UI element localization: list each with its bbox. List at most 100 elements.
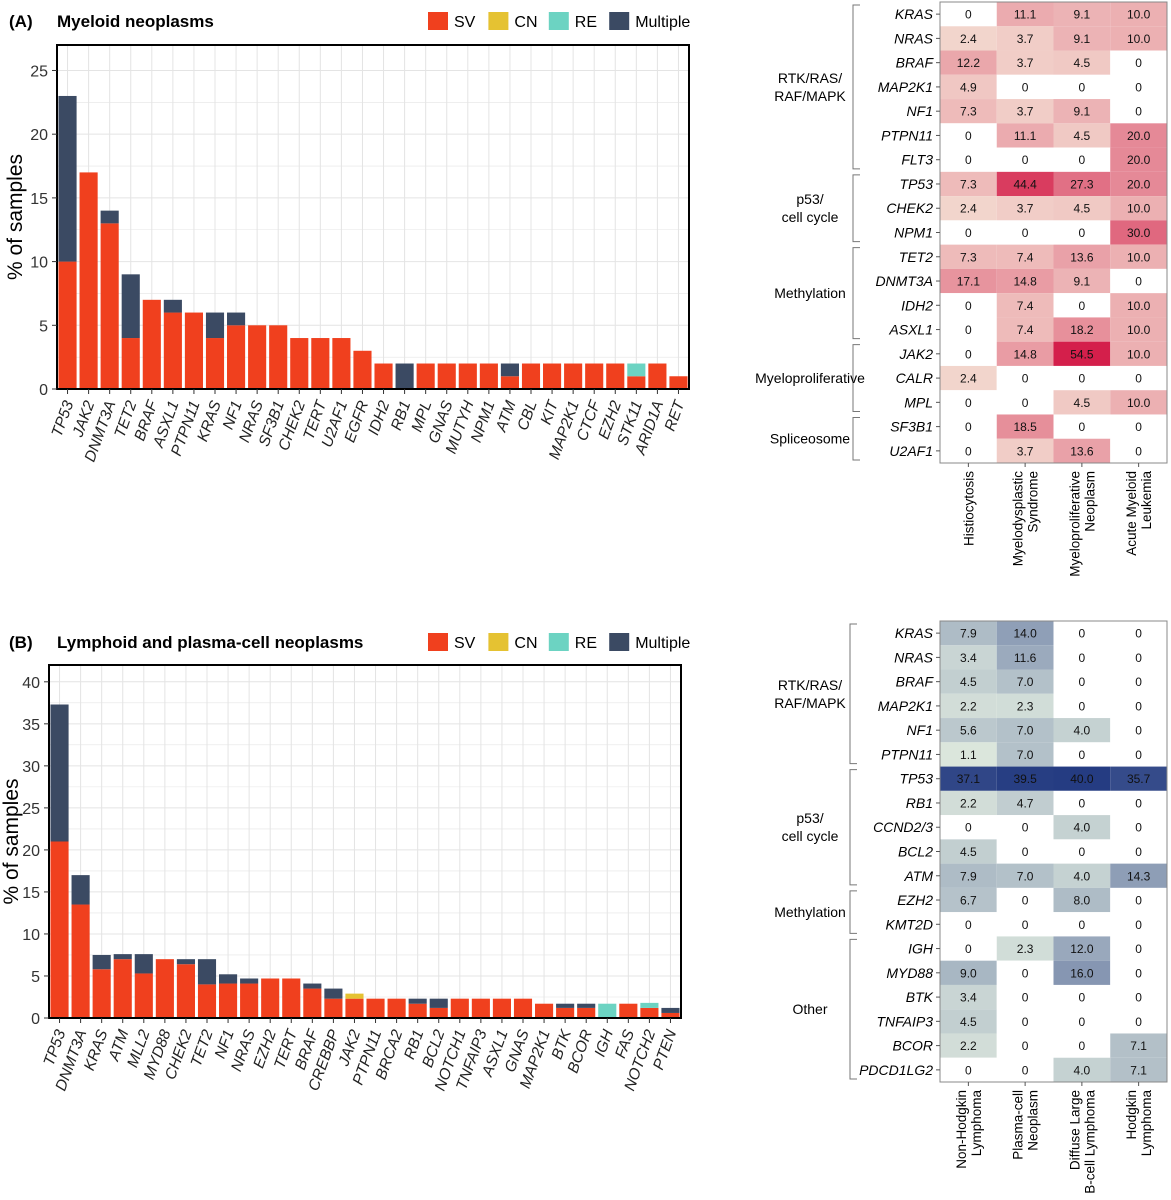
row-label-calr: CALR	[896, 370, 933, 386]
bar-rb1-multiple	[408, 998, 427, 1004]
bar-ptpn11-sv	[184, 312, 203, 389]
panel-a-heatmap: 0 11.1 9.1 10.0 2.4 3.7 9.1 10.0 12.2 3.7 4.5 0 4.9 0…	[755, 1, 1168, 577]
row-label-nf1: NF1	[907, 722, 933, 738]
heatmap-value-atm-2: 4.0	[1074, 869, 1091, 883]
bar-mll2-multiple	[134, 954, 153, 974]
heatmap-cell-mpl-0	[940, 390, 997, 415]
heatmap-value-dnmt3a-0: 17.1	[957, 275, 981, 289]
heatmap-cell-atm-0	[940, 863, 997, 888]
heatmap-cell-tp53-1	[996, 766, 1054, 791]
heatmap-value-nras-0: 2.4	[960, 32, 977, 46]
bar-asxl1-sv	[492, 998, 511, 1018]
bar-asxl1-sv	[163, 312, 182, 389]
heatmap-value-ptpn11-3: 0	[1135, 748, 1142, 762]
heatmap-cell-nras-1	[996, 26, 1054, 51]
heatmap-value-kmt2d-1: 0	[1022, 918, 1029, 932]
heatmap-value-nf1-1: 3.7	[1017, 105, 1034, 119]
bar-pten-multiple	[661, 1007, 680, 1013]
heatmap-value-idh2-2: 0	[1079, 299, 1086, 313]
heatmap-value-flt3-3: 20.0	[1127, 153, 1151, 167]
heatmap-value-sf3b1-1: 18.5	[1013, 420, 1037, 434]
bar-chek2-sv	[176, 964, 195, 1018]
heatmap-cell-nf1-0	[940, 99, 997, 124]
bar-myd88-sv	[155, 959, 174, 1018]
heatmap-cell-myd88-0	[940, 960, 997, 985]
row-label-asxl1: ASXL1	[888, 322, 933, 338]
bar-kras-sv	[205, 338, 225, 389]
panel-b-bar-chart: (B) Lymphoid and plasma-cell neoplasms SV C…	[0, 633, 690, 1093]
group-bracket-myeloproliferative	[852, 344, 860, 412]
heatmap-cell-pdcd1lg2-1	[996, 1057, 1054, 1082]
heatmap-cell-flt3-3	[1110, 147, 1167, 172]
legend-swatch-multiple	[609, 12, 630, 30]
heatmap-value-sf3b1-3: 0	[1135, 420, 1142, 434]
heatmap-cell-kmt2d-0	[940, 912, 997, 937]
bar-chek2-multiple	[176, 959, 195, 965]
heatmap-cell-asxl1-0	[940, 317, 997, 342]
heatmap-cell-kras-2	[1053, 2, 1111, 27]
legend-label-multiple: Multiple	[635, 635, 690, 652]
heatmap-cell-chek2-3	[1110, 196, 1167, 221]
heatmap-cell-flt3-1	[996, 147, 1054, 172]
panel-label-b: (B)	[9, 633, 33, 652]
heatmap-cell-btk-1	[996, 984, 1054, 1010]
heatmap-cell-calr-0	[940, 365, 997, 391]
row-label-ccnd2-3: CCND2/3	[873, 819, 933, 835]
bar-notch1-sv	[450, 998, 469, 1018]
bar-u2af1-sv	[332, 338, 351, 389]
heatmap-value-braf-2: 4.5	[1074, 56, 1091, 70]
heatmap-value-dnmt3a-1: 14.8	[1013, 275, 1037, 289]
column-label-acute-myeloid-leukemia: Acute MyeloidLeukemia	[1124, 471, 1154, 556]
heatmap-value-map2k1-2: 0	[1079, 80, 1086, 94]
row-label-braf: BRAF	[896, 674, 935, 690]
row-label-nras: NRAS	[894, 649, 934, 665]
heatmap-value-btk-1: 0	[1022, 991, 1029, 1005]
heatmap-value-idh2-1: 7.4	[1017, 299, 1034, 313]
bar-nf1-multiple	[227, 312, 246, 326]
bar-mll2-sv	[134, 973, 153, 1018]
heatmap-cell-dnmt3a-3	[1110, 268, 1167, 294]
heatmap-cell-tnfaip3-1	[996, 1009, 1054, 1034]
heatmap-value-nf1-3: 0	[1135, 724, 1142, 738]
legend-label-re: RE	[575, 14, 597, 31]
y-tick-label: 35	[22, 717, 40, 734]
heatmap-cell-ccnd2-3-0	[940, 815, 997, 840]
heatmap-cell-nras-0	[940, 26, 997, 51]
heatmap-cell-flt3-2	[1053, 147, 1111, 172]
bar-btk-sv	[556, 1007, 575, 1018]
row-label-sf3b1: SF3B1	[890, 419, 933, 435]
heatmap-value-pdcd1lg2-0: 0	[965, 1063, 972, 1077]
row-label-u2af1: U2AF1	[889, 443, 933, 459]
bar-braf-sv	[303, 988, 322, 1018]
heatmap-cell-kras-0	[940, 2, 997, 27]
heatmap-value-map2k1-1: 2.3	[1017, 699, 1034, 713]
heatmap-value-myd88-1: 0	[1022, 966, 1029, 980]
bar-notch2-sv	[640, 1007, 659, 1018]
heatmap-cell-btk-0	[940, 984, 997, 1010]
bar-tp53-multiple	[58, 95, 77, 262]
heatmap-cell-btk-3	[1110, 984, 1167, 1010]
heatmap-cell-bcor-1	[996, 1033, 1054, 1058]
y-axis-label-b: % of samples	[0, 778, 23, 904]
heatmap-value-rb1-0: 2.2	[960, 796, 977, 810]
heatmap-cell-map2k1-1	[996, 693, 1054, 719]
row-label-atm: ATM	[903, 868, 933, 884]
heatmap-cell-rb1-3	[1110, 790, 1167, 816]
heatmap-cell-mpl-1	[996, 390, 1054, 415]
heatmap-value-tp53-3: 20.0	[1127, 177, 1151, 191]
heatmap-cell-pdcd1lg2-2	[1053, 1057, 1111, 1082]
heatmap-value-braf-1: 3.7	[1017, 56, 1034, 70]
bar-dnmt3a-multiple	[71, 875, 90, 905]
row-label-mpl: MPL	[904, 394, 933, 410]
heatmap-value-asxl1-3: 10.0	[1127, 323, 1151, 337]
heatmap-value-atm-3: 14.3	[1127, 869, 1151, 883]
y-tick-label: 0	[39, 382, 48, 399]
heatmap-cell-tet2-2	[1053, 244, 1111, 269]
heatmap-value-myd88-3: 0	[1135, 966, 1142, 980]
y-tick-label: 10	[22, 927, 40, 944]
heatmap-cell-kras-3	[1110, 621, 1167, 646]
heatmap-cell-u2af1-3	[1110, 438, 1167, 463]
heatmap-value-asxl1-0: 0	[965, 323, 972, 337]
heatmap-cell-tp53-3	[1110, 171, 1167, 197]
heatmap-cell-rb1-0	[940, 790, 997, 816]
